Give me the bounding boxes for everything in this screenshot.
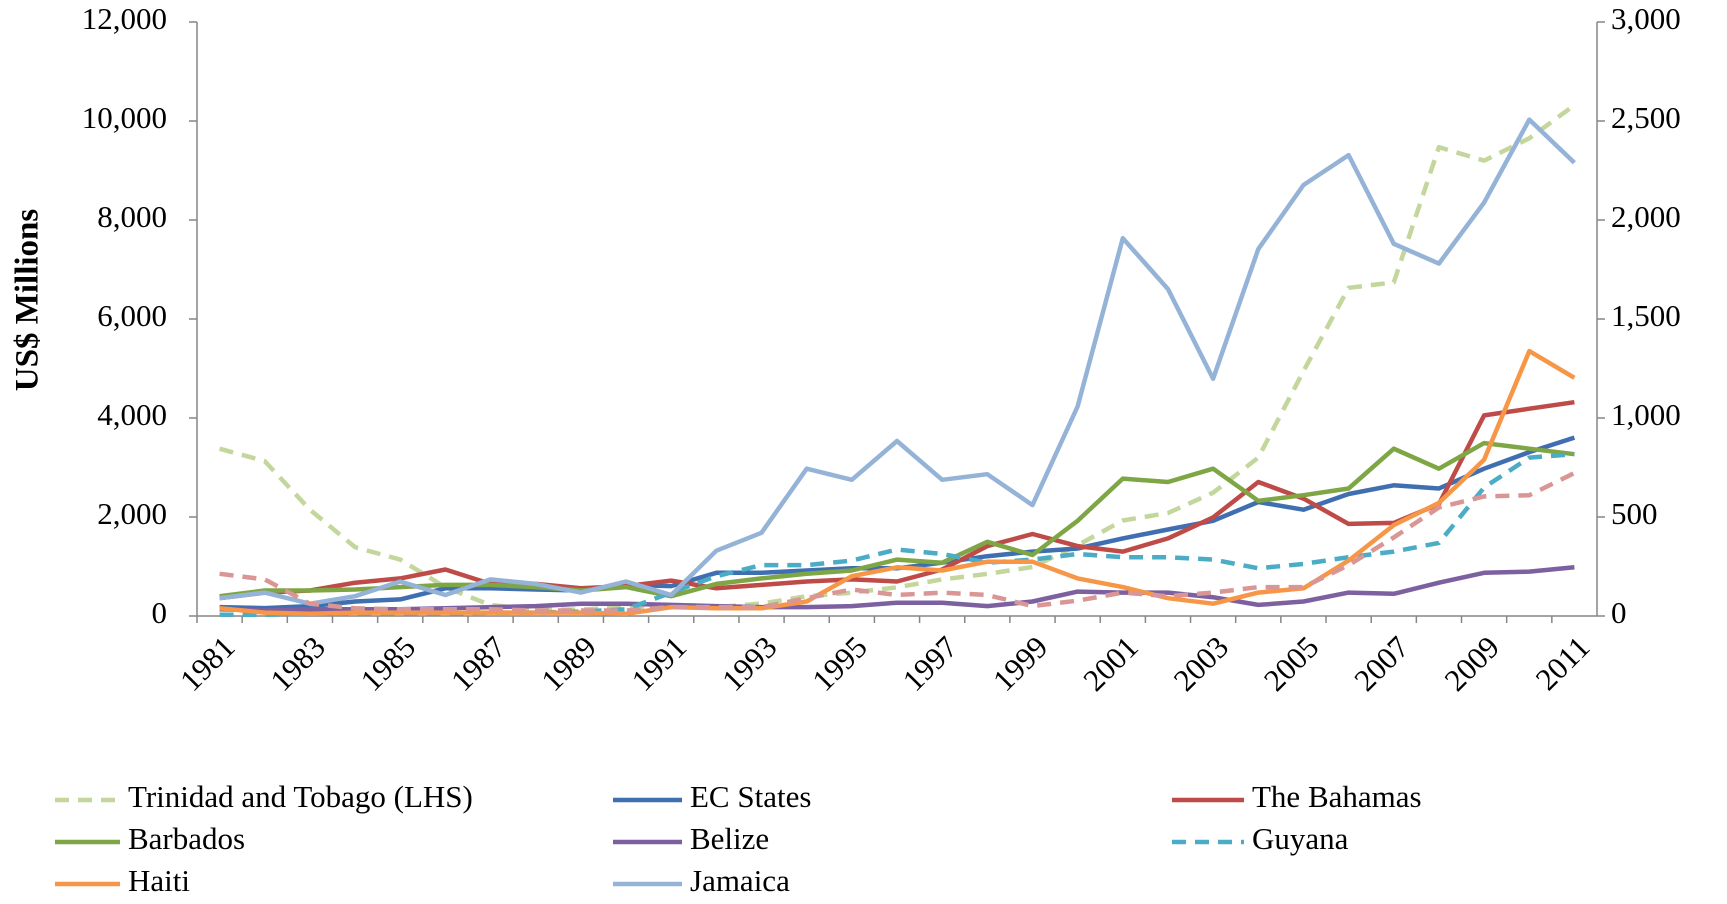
legend-label: Haiti bbox=[128, 863, 190, 898]
legend-label: The Bahamas bbox=[1252, 779, 1422, 814]
y-tick-label: 6,000 bbox=[97, 298, 167, 333]
x-tick-label: 1983 bbox=[263, 629, 332, 698]
y-tick-label: 4,000 bbox=[97, 397, 167, 432]
x-tick-label: 1995 bbox=[805, 629, 874, 698]
legend-label: Barbados bbox=[128, 821, 245, 856]
y-tick-label: 2,000 bbox=[97, 496, 167, 531]
legend-label: EC States bbox=[690, 779, 811, 814]
x-tick-label: 2007 bbox=[1347, 629, 1416, 698]
legend-label: Guyana bbox=[1252, 821, 1349, 856]
y-axis-label: US$ Millions bbox=[10, 209, 46, 392]
legend-label: Jamaica bbox=[690, 863, 790, 898]
y2-tick-label: 2,000 bbox=[1611, 199, 1681, 234]
x-tick-label: 1991 bbox=[625, 629, 694, 698]
x-tick-label: 2011 bbox=[1529, 629, 1597, 697]
y2-tick-label: 2,500 bbox=[1611, 100, 1681, 135]
y-tick-label: 8,000 bbox=[97, 199, 167, 234]
legend-label: Belize bbox=[690, 821, 769, 856]
x-tick-label: 1993 bbox=[715, 629, 784, 698]
y2-tick-label: 1,500 bbox=[1611, 298, 1681, 333]
y-tick-label: 10,000 bbox=[82, 100, 167, 135]
x-tick-label: 2003 bbox=[1167, 629, 1236, 698]
y-tick-label: 12,000 bbox=[82, 1, 167, 36]
y2-tick-label: 1,000 bbox=[1611, 397, 1681, 432]
y2-tick-label: 3,000 bbox=[1611, 1, 1681, 36]
x-tick-label: 1989 bbox=[534, 629, 603, 698]
y-tick-label: 0 bbox=[152, 595, 168, 630]
x-tick-label: 1985 bbox=[354, 629, 423, 698]
series-line bbox=[219, 451, 1575, 618]
x-tick-label: 2009 bbox=[1437, 629, 1506, 698]
legend-label: Trinidad and Tobago (LHS) bbox=[128, 779, 473, 814]
series-line bbox=[219, 470, 1576, 613]
x-tick-label: 2001 bbox=[1076, 629, 1145, 698]
y2-tick-label: 0 bbox=[1611, 595, 1627, 630]
series-line bbox=[219, 117, 1576, 606]
x-tick-label: 1981 bbox=[173, 629, 242, 698]
series-line bbox=[219, 399, 1575, 601]
x-tick-label: 1999 bbox=[986, 629, 1055, 698]
y2-tick-label: 500 bbox=[1611, 496, 1658, 531]
series-line bbox=[219, 348, 1576, 617]
x-tick-label: 1987 bbox=[444, 629, 513, 698]
series-line bbox=[219, 440, 1575, 599]
x-tick-label: 1997 bbox=[896, 629, 965, 698]
series-line bbox=[219, 103, 1576, 612]
x-tick-label: 2005 bbox=[1257, 629, 1326, 698]
